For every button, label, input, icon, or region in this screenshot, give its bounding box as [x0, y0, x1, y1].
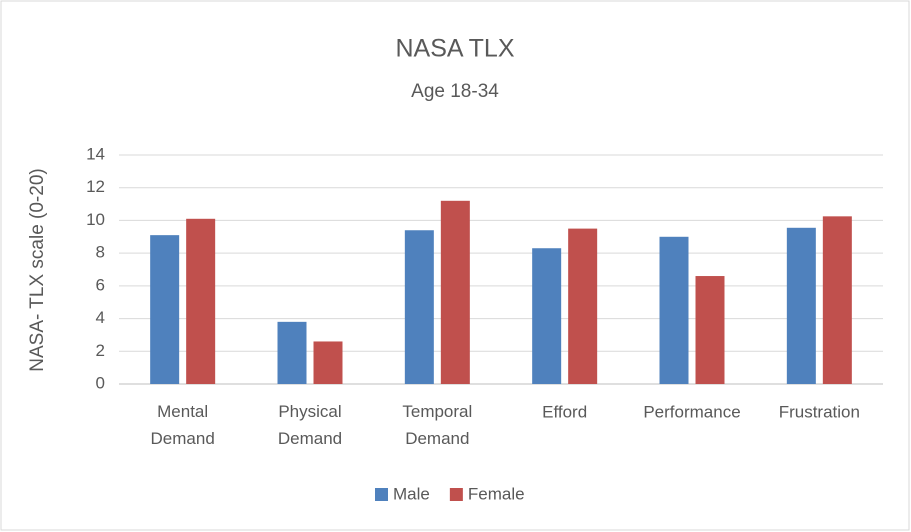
x-tick-label: Performance [643, 402, 740, 421]
legend-swatch [375, 488, 388, 501]
bar [404, 230, 434, 384]
bar [277, 321, 307, 384]
bar [532, 248, 562, 384]
bar [440, 200, 470, 384]
bar [659, 236, 689, 384]
y-tick-label: 10 [86, 210, 105, 229]
y-tick-label: 8 [96, 243, 105, 262]
y-tick-label: 14 [86, 144, 105, 163]
bar [186, 218, 216, 384]
bar [695, 276, 725, 384]
y-tick-label: 12 [86, 177, 105, 196]
bar [150, 235, 180, 384]
y-tick-label: 4 [96, 308, 105, 327]
x-tick-label: Temporal Demand [402, 402, 472, 448]
bar [313, 341, 343, 384]
y-tick-label: 0 [96, 373, 105, 392]
x-tick-label: Physical Demand [278, 402, 342, 448]
bar [568, 228, 598, 384]
x-tick-label: Mental Demand [151, 402, 215, 448]
y-axis-label: NASA- TLX scale (0-20) [27, 168, 48, 371]
chart-subtitle: Age 18-34 [411, 81, 499, 102]
legend-label: Male [393, 484, 430, 503]
bar [786, 227, 816, 384]
x-tick-label: Frustration [779, 402, 860, 421]
chart-title: NASA TLX [395, 35, 514, 63]
y-tick-label: 2 [96, 341, 105, 360]
legend-swatch [449, 488, 463, 501]
x-tick-label: Efford [542, 402, 587, 421]
y-tick-label: 6 [96, 275, 105, 294]
bar [822, 216, 852, 384]
legend-label: Female [468, 484, 525, 503]
